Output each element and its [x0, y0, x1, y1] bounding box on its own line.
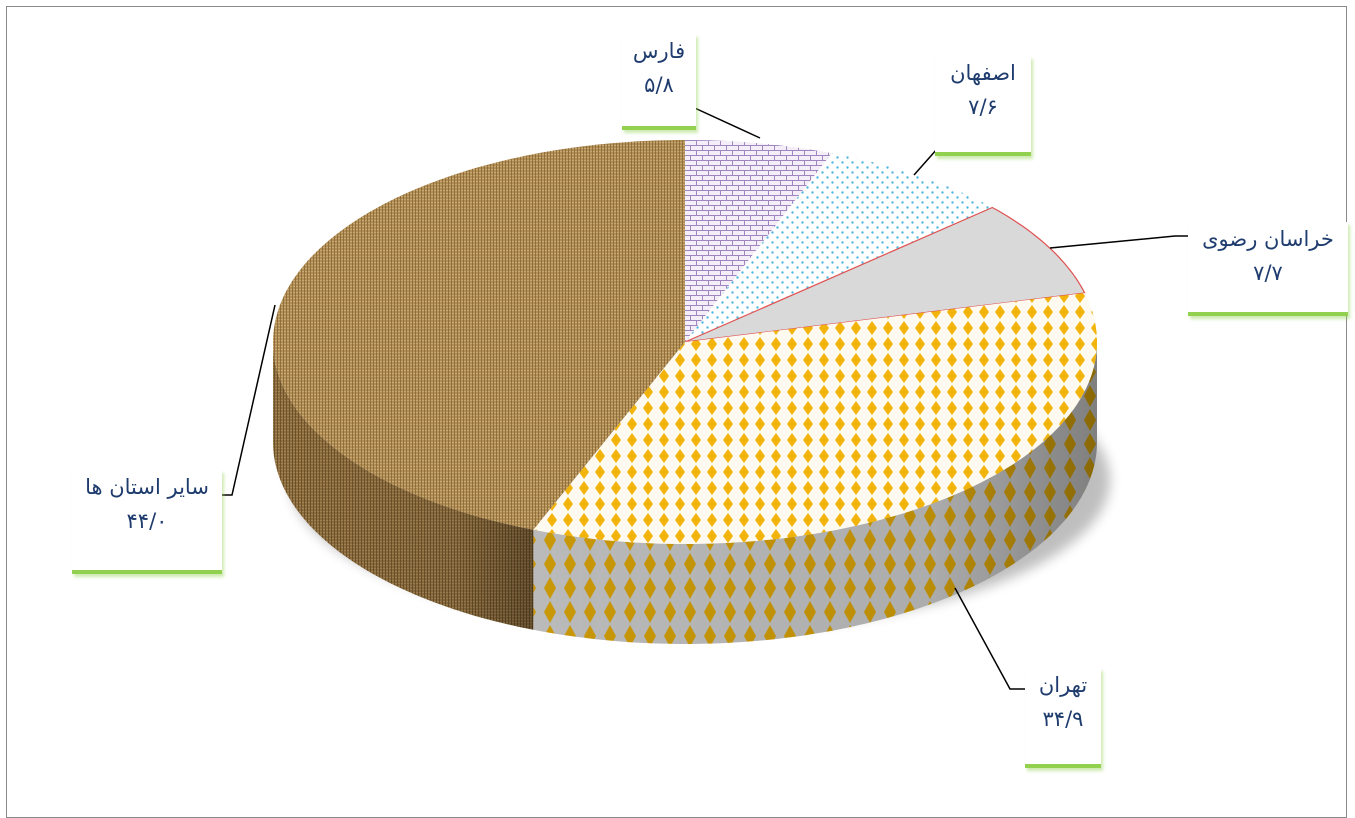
pie-slice-tehran	[533, 293, 1097, 544]
label-value-khorasan: ۷/۷	[1253, 261, 1283, 285]
pie-slice-isfahan	[685, 153, 993, 342]
label-box-other-provinces: سایر استان ها ۴۴/۰	[72, 470, 222, 574]
label-value-other-provinces: ۴۴/۰	[126, 509, 168, 533]
leader-line-tehran	[954, 587, 1025, 690]
label-box-fars: فارس ۵/۸	[622, 34, 696, 130]
pie-slice-fars	[685, 140, 832, 342]
label-box-tehran: تهران ۳۴/۹	[1025, 668, 1101, 768]
label-name-isfahan: اصفهان	[950, 61, 1016, 85]
leader-line-khorasan	[1049, 235, 1188, 249]
label-name-other-provinces: سایر استان ها	[85, 475, 209, 499]
pie-slice-other-provinces	[273, 140, 685, 530]
label-name-khorasan: خراسان رضوی	[1202, 227, 1334, 251]
leader-line-fars	[685, 103, 761, 139]
pie-sides	[273, 342, 1097, 644]
label-value-tehran: ۳۴/۹	[1042, 707, 1084, 731]
label-name-tehran: تهران	[1038, 673, 1088, 697]
pie-side-shade-other-provinces	[273, 342, 534, 630]
label-value-isfahan: ۷/۶	[968, 95, 998, 119]
label-name-fars: فارس	[632, 39, 686, 63]
pie-side-shade-tehran	[533, 342, 1097, 644]
label-value-fars: ۵/۸	[644, 73, 674, 97]
label-box-isfahan: اصفهان ۷/۶	[935, 56, 1031, 156]
pie-tops	[273, 140, 1097, 544]
leader-line-other-provinces	[222, 304, 276, 496]
label-box-khorasan: خراسان رضوی ۷/۷	[1188, 222, 1348, 316]
pie-slice-khorasan	[684, 206, 1086, 343]
